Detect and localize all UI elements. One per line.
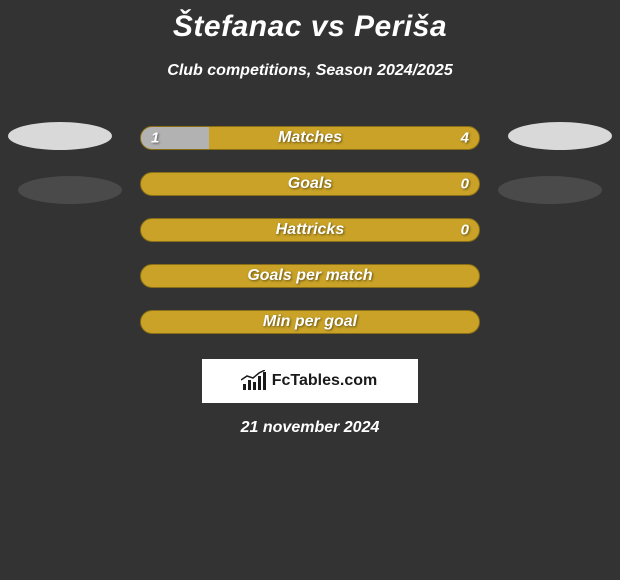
stat-right-value: 0 <box>461 176 469 193</box>
stat-row: Goals per match <box>0 253 620 299</box>
player-badge-right-1 <box>508 122 612 150</box>
trend-line-icon <box>241 370 265 382</box>
page-subtitle: Club competitions, Season 2024/2025 <box>0 62 620 80</box>
bar-chart-icon <box>243 372 266 390</box>
stat-label: Min per goal <box>141 313 479 331</box>
stat-label: Goals <box>141 175 479 193</box>
footer-date: 21 november 2024 <box>0 419 620 437</box>
stat-bar: Goals 0 <box>140 172 480 196</box>
stat-bar: Goals per match <box>140 264 480 288</box>
stat-label: Matches <box>141 129 479 147</box>
player-badge-left-1 <box>8 122 112 150</box>
page-title: Štefanac vs Periša <box>0 0 620 44</box>
stat-bar: Min per goal <box>140 310 480 334</box>
stat-label: Hattricks <box>141 221 479 239</box>
stat-label: Goals per match <box>141 267 479 285</box>
player-badge-left-2 <box>18 176 122 204</box>
footer-brand-text: FcTables.com <box>272 372 378 390</box>
footer-brand-box: FcTables.com <box>202 359 418 403</box>
stat-right-value: 0 <box>461 222 469 239</box>
stat-bar: 1 Matches 4 <box>140 126 480 150</box>
stat-row: Hattricks 0 <box>0 207 620 253</box>
comparison-chart: 1 Matches 4 Goals 0 Hattricks 0 Goals pe… <box>0 115 620 345</box>
player-badge-right-2 <box>498 176 602 204</box>
stat-right-value: 4 <box>461 130 469 147</box>
stat-bar: Hattricks 0 <box>140 218 480 242</box>
stat-row: Min per goal <box>0 299 620 345</box>
